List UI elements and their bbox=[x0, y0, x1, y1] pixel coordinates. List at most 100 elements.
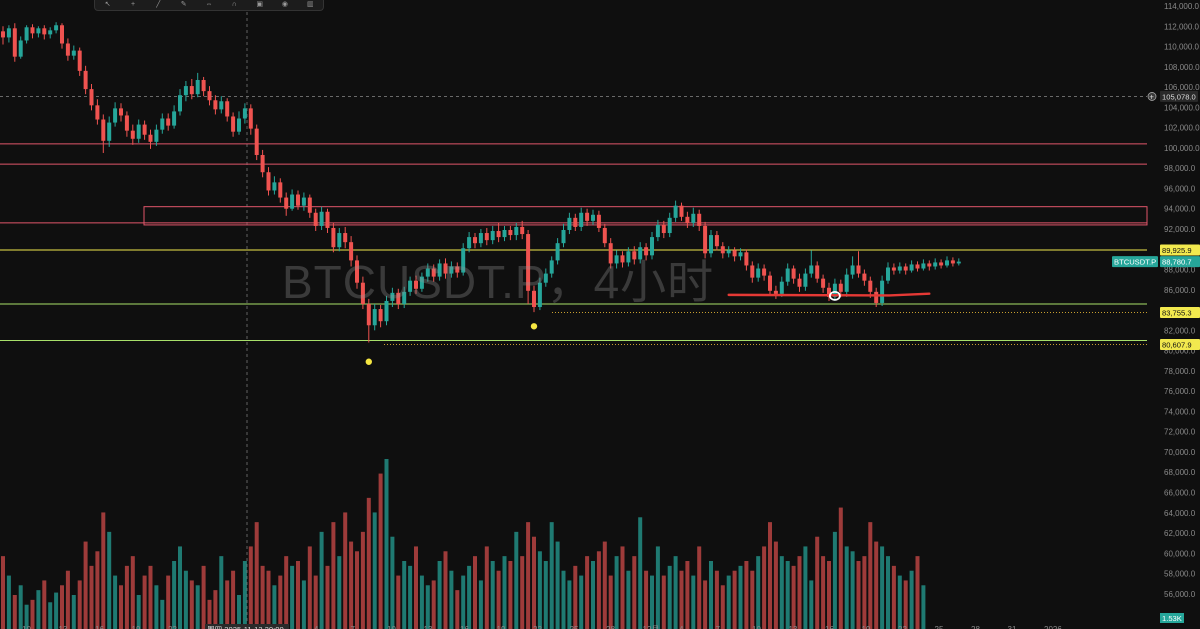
eye-icon[interactable]: ◉ bbox=[281, 1, 288, 8]
circle-annotation[interactable] bbox=[829, 290, 841, 301]
volume-bar bbox=[213, 590, 218, 629]
volume-bar bbox=[101, 512, 106, 629]
volume-bar bbox=[166, 575, 171, 629]
volume-bar bbox=[650, 575, 654, 629]
trash-icon[interactable]: ▥ bbox=[306, 1, 314, 8]
price-label-text: BTCUSDT.P bbox=[1114, 258, 1156, 267]
volume-bar bbox=[768, 522, 772, 629]
candle-body bbox=[60, 25, 64, 44]
volume-bar bbox=[709, 561, 713, 629]
volume-bar bbox=[585, 556, 590, 629]
candle-body bbox=[537, 282, 542, 308]
candle-body bbox=[119, 108, 123, 116]
candle-body bbox=[502, 229, 507, 238]
volume-bar bbox=[313, 575, 318, 629]
y-axis-tick-label: 70,000.0 bbox=[1164, 448, 1196, 457]
volume-bar bbox=[425, 585, 430, 629]
candle-body bbox=[390, 292, 395, 301]
candle-body bbox=[591, 214, 595, 221]
volume-bar bbox=[832, 531, 837, 629]
candle-body bbox=[815, 265, 820, 279]
candle-body bbox=[868, 280, 873, 292]
volume-bar bbox=[673, 556, 678, 629]
price-label-tag bbox=[1160, 244, 1200, 256]
candle-body bbox=[803, 273, 808, 287]
y-axis-tick-label: 60,000.0 bbox=[1164, 549, 1196, 558]
x-axis-tick-label: 19 bbox=[862, 625, 871, 629]
volume-bar bbox=[750, 570, 755, 629]
volume-bar bbox=[272, 585, 277, 629]
candle-body bbox=[54, 25, 59, 31]
volume-bar bbox=[915, 556, 920, 629]
candle-body bbox=[709, 235, 713, 254]
y-axis-tick-label: 80,000.0 bbox=[1164, 347, 1196, 356]
y-axis-tick-label: 78,000.0 bbox=[1164, 367, 1196, 376]
volume-bar bbox=[850, 551, 855, 629]
candle-body bbox=[77, 50, 82, 71]
x-axis-tick-label: 22 bbox=[533, 625, 542, 629]
volume-bar bbox=[437, 561, 442, 629]
line-tool-icon[interactable]: ╱ bbox=[156, 1, 161, 8]
candle-body bbox=[130, 130, 135, 139]
y-axis-tick-label: 76,000.0 bbox=[1164, 387, 1196, 396]
volume-bar bbox=[136, 595, 141, 629]
event-marker[interactable] bbox=[365, 358, 372, 365]
resistance-zone[interactable] bbox=[143, 206, 1148, 226]
x-axis-tick-label: 19 bbox=[132, 625, 141, 629]
candle-body bbox=[791, 268, 796, 279]
candle-body bbox=[83, 70, 88, 90]
price-label-tag bbox=[1112, 256, 1158, 268]
volume-bar bbox=[331, 522, 336, 629]
candle-body bbox=[779, 281, 784, 294]
volume-bar bbox=[390, 536, 395, 629]
x-axis-tick-label: 31 bbox=[1008, 625, 1017, 629]
lock-icon[interactable]: ▣ bbox=[256, 1, 263, 8]
candle-body bbox=[602, 227, 607, 244]
drawing-toolbar: ↖ + ╱ ✎ ⇔ ∩ ▣ ◉ ▥ bbox=[94, 0, 324, 11]
candle-body bbox=[614, 255, 619, 264]
volume-bar bbox=[862, 556, 867, 629]
volume-bar bbox=[638, 517, 643, 629]
candle-body bbox=[956, 261, 961, 264]
y-axis-tick-label: 104,000.0 bbox=[1164, 103, 1200, 112]
magnet-icon[interactable]: ∩ bbox=[231, 1, 237, 8]
volume-bar bbox=[473, 556, 477, 629]
volume-bar bbox=[478, 580, 483, 629]
x-axis-tick-label: 7 bbox=[351, 625, 356, 629]
candle-body bbox=[862, 273, 867, 281]
candle-body bbox=[71, 50, 76, 56]
volume-bar bbox=[396, 575, 401, 629]
candle-body bbox=[650, 237, 654, 256]
event-marker[interactable] bbox=[530, 323, 538, 330]
volume-bar bbox=[408, 565, 413, 629]
candle-body bbox=[768, 275, 772, 291]
candle-body bbox=[886, 267, 890, 281]
measure-icon[interactable]: ⇔ bbox=[205, 1, 213, 8]
crosshair-icon[interactable]: + bbox=[130, 1, 136, 8]
brush-icon[interactable]: ✎ bbox=[180, 1, 187, 8]
y-axis-tick-label: 86,000.0 bbox=[1164, 286, 1196, 295]
volume-bar bbox=[532, 536, 536, 629]
candle-body bbox=[124, 115, 129, 131]
x-axis-tick-label: 16 bbox=[825, 625, 834, 629]
volume-bar bbox=[307, 546, 312, 629]
candle-body bbox=[732, 250, 737, 257]
candle-body bbox=[691, 213, 696, 223]
add-alert-icon[interactable] bbox=[1147, 92, 1157, 101]
candle-body bbox=[237, 118, 241, 132]
candle-body bbox=[667, 217, 672, 234]
y-axis-tick-label: 102,000.0 bbox=[1164, 124, 1200, 133]
volume-bar bbox=[514, 531, 519, 629]
candle-body bbox=[6, 28, 11, 38]
candle-body bbox=[30, 27, 35, 34]
x-axis-tick-label: 16 bbox=[95, 625, 104, 629]
volume-bar bbox=[490, 561, 495, 629]
cursor-icon[interactable]: ↖ bbox=[104, 1, 111, 8]
candle-body bbox=[921, 263, 926, 269]
candle-body bbox=[1, 31, 5, 38]
candle-body bbox=[325, 211, 330, 228]
hand-drawn-support-line[interactable] bbox=[727, 292, 931, 297]
volume-bar bbox=[827, 561, 831, 629]
